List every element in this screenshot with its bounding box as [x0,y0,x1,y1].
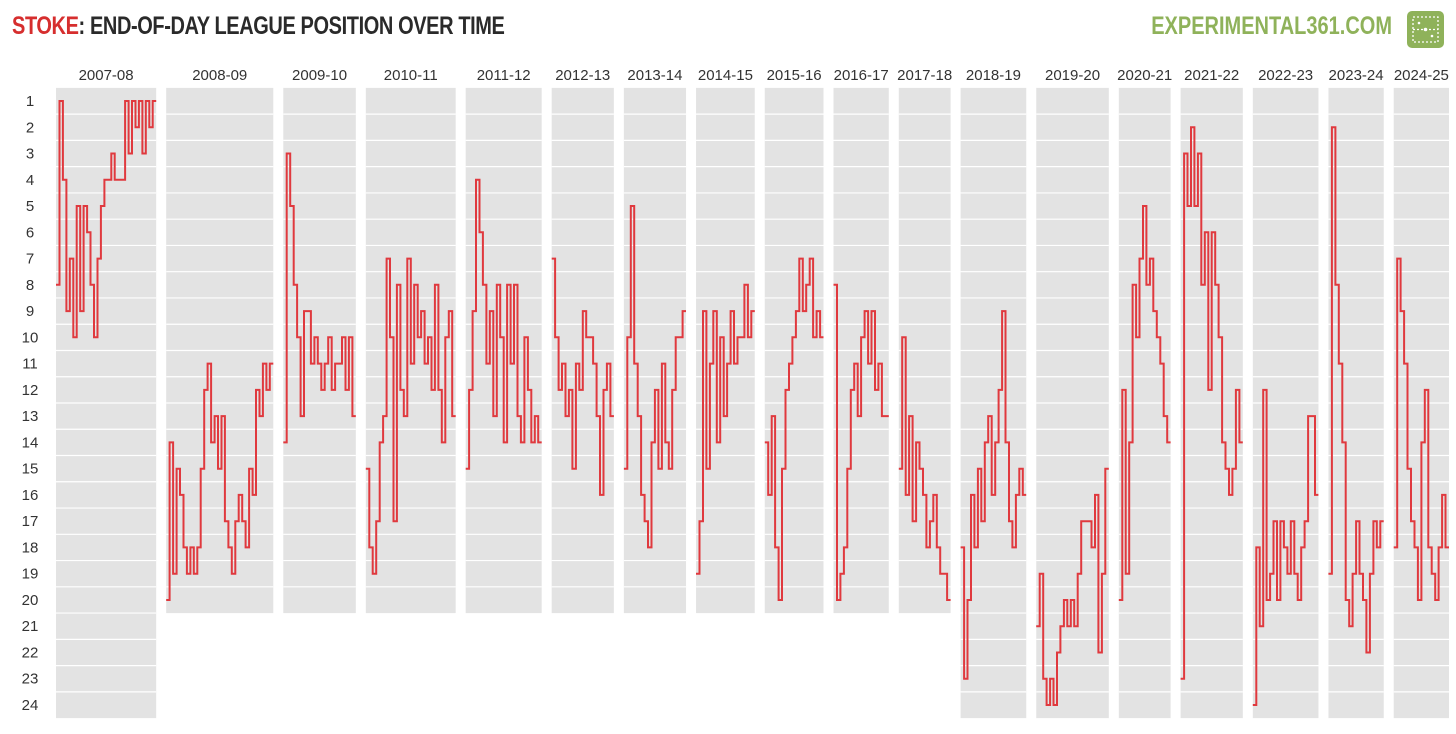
season-position-line [1328,126,1384,654]
y-tick-label: 1 [26,93,34,110]
season-label: 2020-21 [1117,67,1172,84]
season-position-line [623,205,686,549]
season-position-line [1252,388,1319,706]
y-tick-label: 19 [22,566,39,583]
y-tick-label: 4 [26,172,34,189]
season-label: 2013-14 [627,67,682,84]
season-label: 2024-25 [1394,67,1449,84]
season-position-line [696,283,755,575]
y-tick-label: 21 [22,618,39,635]
y-tick-label: 11 [22,356,38,373]
season-label: 2010-11 [384,67,438,84]
season-label: 2014-15 [698,67,753,84]
y-tick-label: 12 [22,382,39,399]
league-position-chart: 1234567891011121314151617181920212223242… [22,67,1449,719]
season-label: 2015-16 [767,67,822,84]
season-position-line [960,310,1027,680]
season-label: 2009-10 [292,67,347,84]
y-tick-label: 15 [22,461,39,478]
y-tick-label: 2 [26,119,34,136]
y-tick-label: 7 [26,251,34,268]
season-label: 2019-20 [1045,67,1100,84]
chart-header: STOKE: END-OF-DAY LEAGUE POSITION OVER T… [0,0,1456,60]
y-tick-label: 14 [22,434,39,451]
title-text: : END-OF-DAY LEAGUE POSITION OVER TIME [78,12,505,40]
season-position-line [1036,467,1109,706]
season-position-line [365,257,456,575]
season-position-line [166,362,274,601]
y-tick-label: 9 [26,303,34,320]
season-position-line [833,283,889,601]
y-tick-label: 13 [22,408,39,425]
y-tick-label: 23 [22,671,39,688]
season-position-line [551,257,614,496]
season-label: 2008-09 [192,67,247,84]
y-tick-label: 24 [22,697,39,714]
season-label: 2021-22 [1184,67,1239,84]
chart-title: STOKE: END-OF-DAY LEAGUE POSITION OVER T… [12,12,505,41]
y-tick-label: 6 [26,224,34,241]
season-position-line [764,257,824,601]
season-position-line [1118,205,1171,601]
season-label: 2011-12 [477,67,531,84]
season-position-line [465,178,542,470]
season-position-line [1180,126,1243,680]
y-tick-label: 16 [22,487,39,504]
season-label: 2017-18 [897,67,952,84]
y-tick-label: 3 [26,146,34,163]
season-label: 2023-24 [1329,67,1384,84]
season-label: 2012-13 [555,67,610,84]
brand-link[interactable]: EXPERIMENTAL361.COM [1151,12,1392,40]
season-position-line [56,100,157,339]
y-tick-label: 22 [22,644,39,661]
season-label: 2022-23 [1258,67,1313,84]
season-position-line [898,336,951,601]
football-pitch-icon [1407,11,1444,48]
y-tick-label: 17 [22,513,39,530]
team-name: STOKE [12,12,79,40]
season-label: 2016-17 [834,67,889,84]
y-tick-label: 8 [26,277,34,294]
season-position-line [1393,257,1449,601]
season-label: 2007-08 [79,67,134,84]
y-tick-label: 20 [22,592,39,609]
y-tick-label: 18 [22,539,39,556]
y-tick-label: 10 [22,329,39,346]
season-label: 2018-19 [966,67,1021,84]
season-position-line [283,152,356,444]
y-tick-label: 5 [26,198,34,215]
